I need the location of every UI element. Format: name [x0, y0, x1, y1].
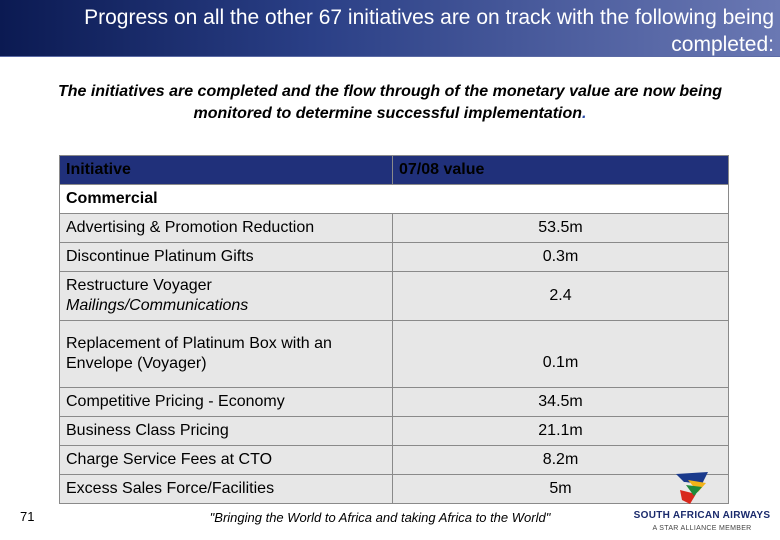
section-commercial: Commercial: [59, 184, 729, 214]
slide-title: Progress on all the other 67 initiatives…: [84, 6, 774, 56]
initiative-cell: Business Class Pricing: [59, 416, 393, 446]
value-cell: 8.2m: [392, 445, 729, 475]
subtitle-text: The initiatives are completed and the fl…: [57, 83, 723, 122]
title-bar: Progress on all the other 67 initiatives…: [0, 0, 780, 57]
initiative-cell: Discontinue Platinum Gifts: [59, 242, 393, 272]
table-row: Advertising & Promotion Reduction 53.5m: [59, 213, 729, 243]
table-row: Competitive Pricing - Economy 34.5m: [59, 387, 729, 417]
table-row: Restructure Voyager Mailings/Communicati…: [59, 271, 729, 321]
table-header-row: Initiative 07/08 value: [59, 155, 729, 185]
header-value: 07/08 value: [392, 155, 729, 185]
initiative-cell: Advertising & Promotion Reduction: [59, 213, 393, 243]
subtitle-end: .: [582, 105, 587, 122]
logo-tagline: A STAR ALLIANCE MEMBER: [652, 525, 752, 532]
initiative-line-1: Restructure Voyager: [66, 277, 212, 294]
initiative-cell: Replacement of Platinum Box with an Enve…: [59, 320, 393, 388]
slide-subtitle: The initiatives are completed and the fl…: [20, 81, 760, 125]
value-cell: 34.5m: [392, 387, 729, 417]
initiative-cell: Competitive Pricing - Economy: [59, 387, 393, 417]
initiatives-table: Initiative 07/08 value Commercial Advert…: [59, 155, 729, 504]
logo-name: SOUTH AFRICAN AIRWAYS: [633, 510, 771, 521]
footer-quote: "Bringing the World to Africa and taking…: [209, 510, 551, 525]
section-row: Commercial: [59, 184, 729, 214]
value-cell: 2.4: [392, 271, 729, 321]
page-number: 71: [20, 509, 35, 524]
saa-logo: SOUTH AFRICAN AIRWAYS A STAR ALLIANCE ME…: [632, 470, 772, 536]
initiative-line-2: Mailings/Communications: [66, 297, 249, 314]
table-row: Charge Service Fees at CTO 8.2m: [59, 445, 729, 475]
value-cell: 53.5m: [392, 213, 729, 243]
value-cell: 5m: [392, 474, 729, 504]
table-row: Replacement of Platinum Box with an Enve…: [59, 320, 729, 388]
initiative-cell: Charge Service Fees at CTO: [59, 445, 393, 475]
value-cell: 0.3m: [392, 242, 729, 272]
saa-tail-icon: [676, 472, 708, 504]
initiative-cell: Excess Sales Force/Facilities: [59, 474, 393, 504]
table-row: Business Class Pricing 21.1m: [59, 416, 729, 446]
table-row: Discontinue Platinum Gifts 0.3m: [59, 242, 729, 272]
initiative-cell: Restructure Voyager Mailings/Communicati…: [59, 271, 393, 321]
header-initiative: Initiative: [59, 155, 393, 185]
value-cell: 0.1m: [392, 320, 729, 388]
value-cell: 21.1m: [392, 416, 729, 446]
table-row: Excess Sales Force/Facilities 5m: [59, 474, 729, 504]
